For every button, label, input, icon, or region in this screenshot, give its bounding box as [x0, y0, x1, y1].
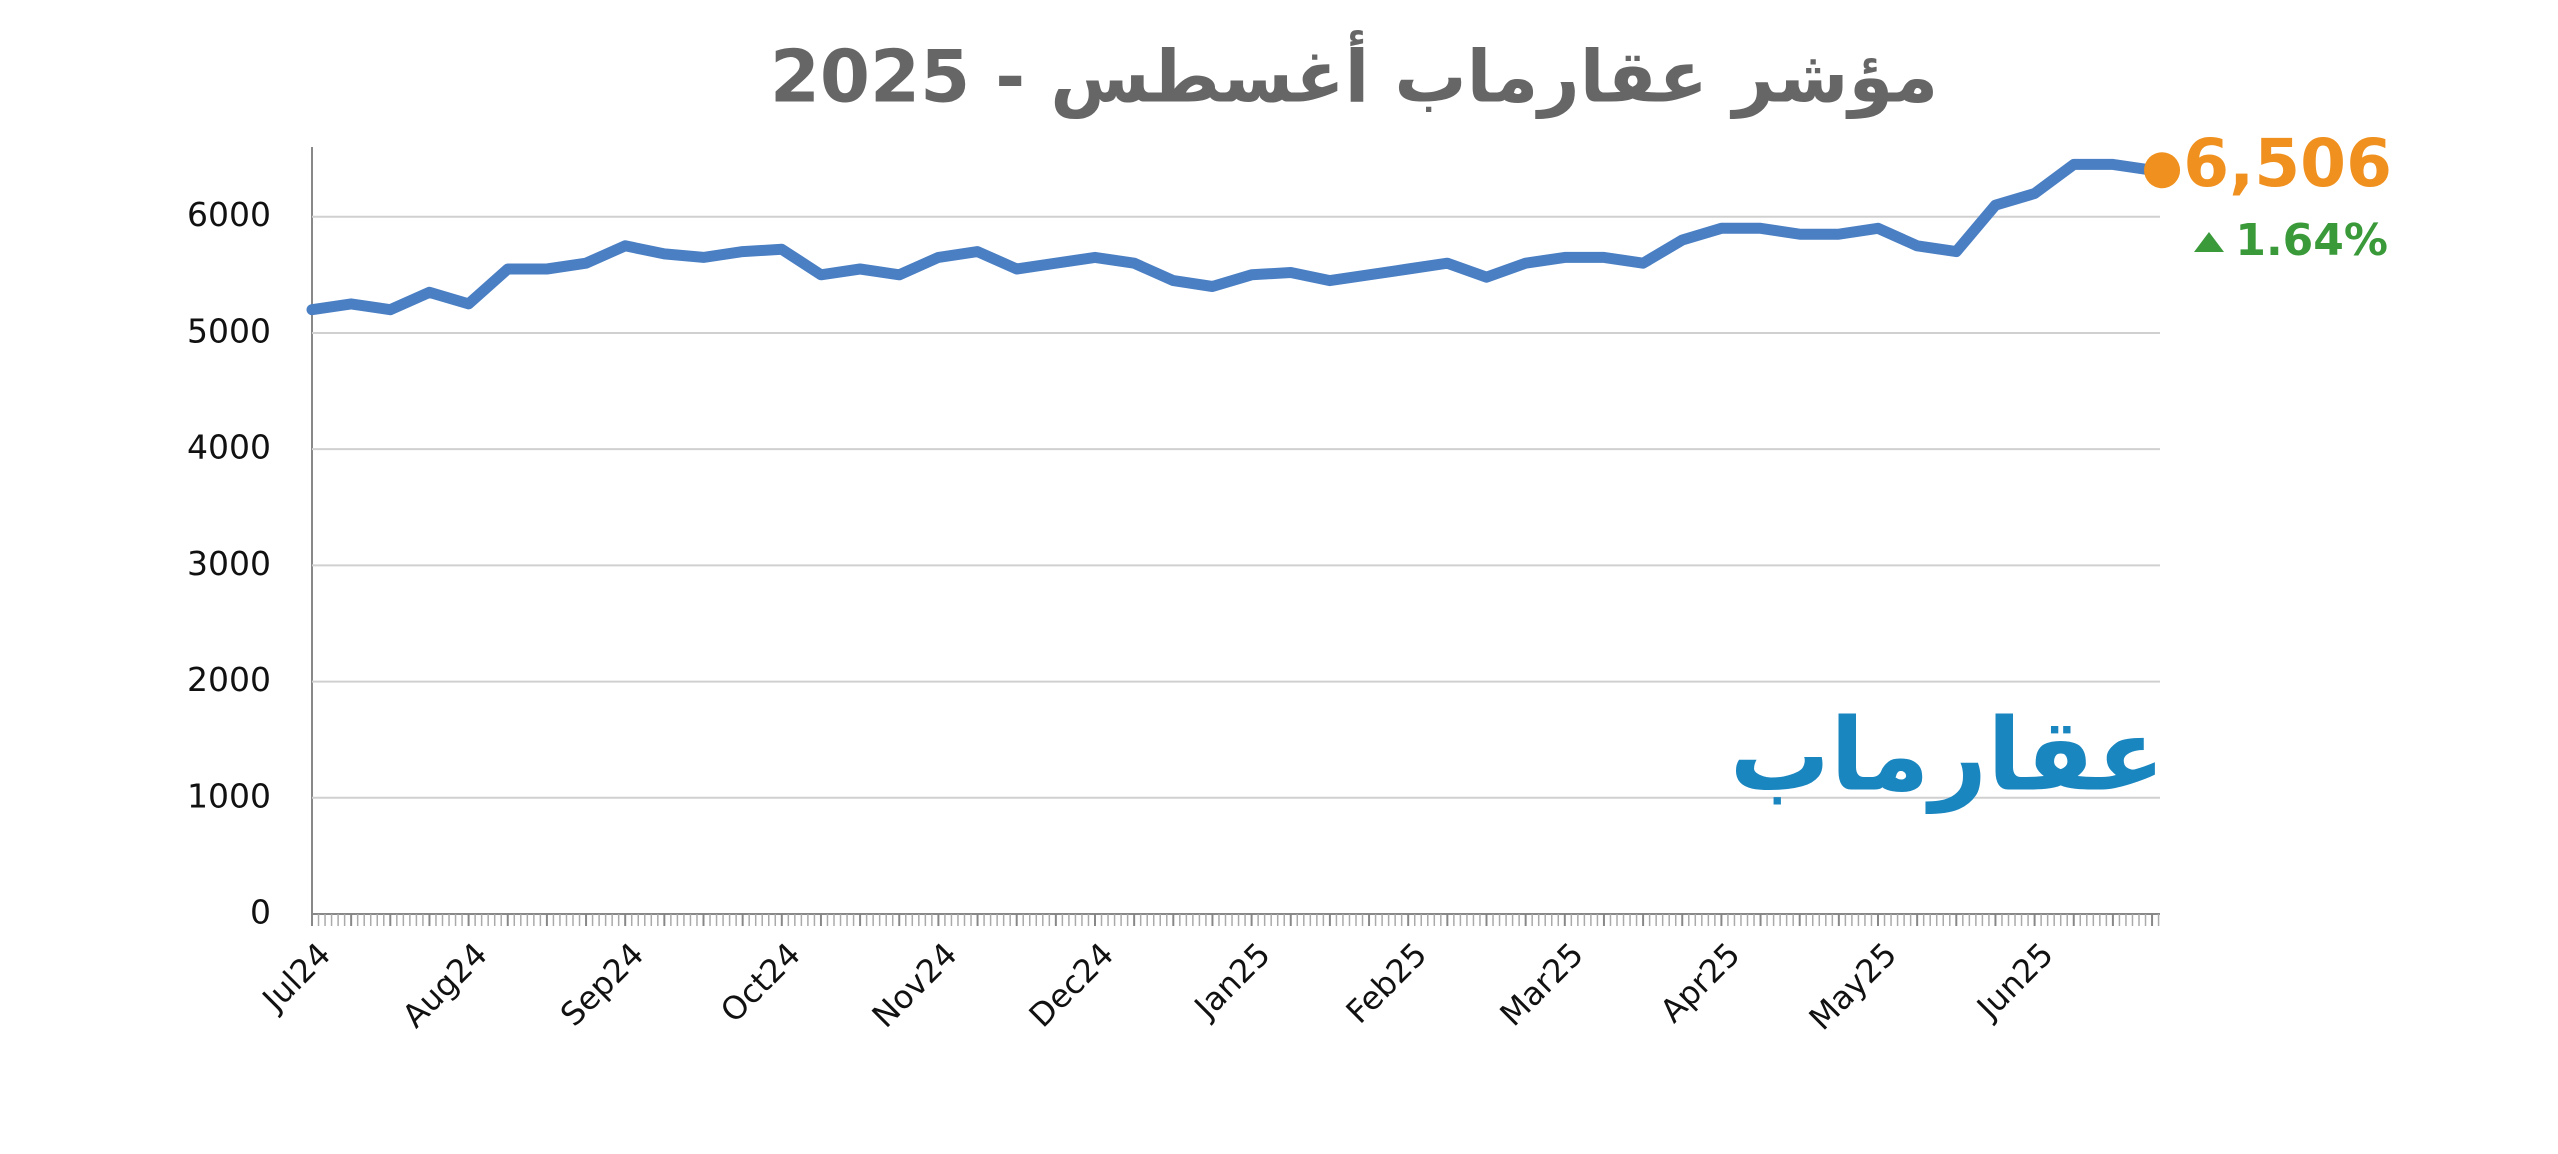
x-tick-label: Feb25 — [1338, 935, 1434, 1031]
logo: عقارماب — [1730, 696, 2165, 813]
y-tick-label: 3000 — [187, 544, 271, 583]
y-tick-label: 5000 — [187, 311, 271, 350]
line-series — [306, 158, 2158, 316]
x-tick-label: Jul24 — [254, 935, 338, 1019]
x-tick-label: Jan25 — [1186, 935, 1278, 1027]
up-arrow — [2194, 232, 2224, 252]
x-tick-label: Sep24 — [553, 935, 651, 1033]
y-tick-label: 1000 — [187, 776, 271, 815]
y-tick-label: 0 — [250, 893, 271, 932]
x-tick-label: Nov24 — [865, 935, 965, 1035]
y-tick-label: 6000 — [187, 195, 271, 234]
x-tick-label: Jun25 — [1968, 935, 2060, 1027]
x-tick-label: May25 — [1802, 935, 1904, 1037]
chart-title: مؤشر عقارماب أغسطس - 2025 — [770, 30, 1938, 120]
y-tick-label: 4000 — [187, 428, 271, 467]
x-tick-label: Mar25 — [1492, 935, 1590, 1033]
x-tick-label: Oct24 — [713, 935, 808, 1030]
last-value-label: 6,506 — [2183, 125, 2392, 202]
change-label: 1.64% — [2235, 215, 2388, 266]
x-tick-label: Dec24 — [1022, 935, 1121, 1034]
x-tick-label: Aug24 — [395, 935, 495, 1035]
x-tick-label: Apr25 — [1653, 935, 1748, 1030]
y-tick-label: 2000 — [187, 660, 271, 699]
last-point-marker — [2144, 152, 2181, 189]
